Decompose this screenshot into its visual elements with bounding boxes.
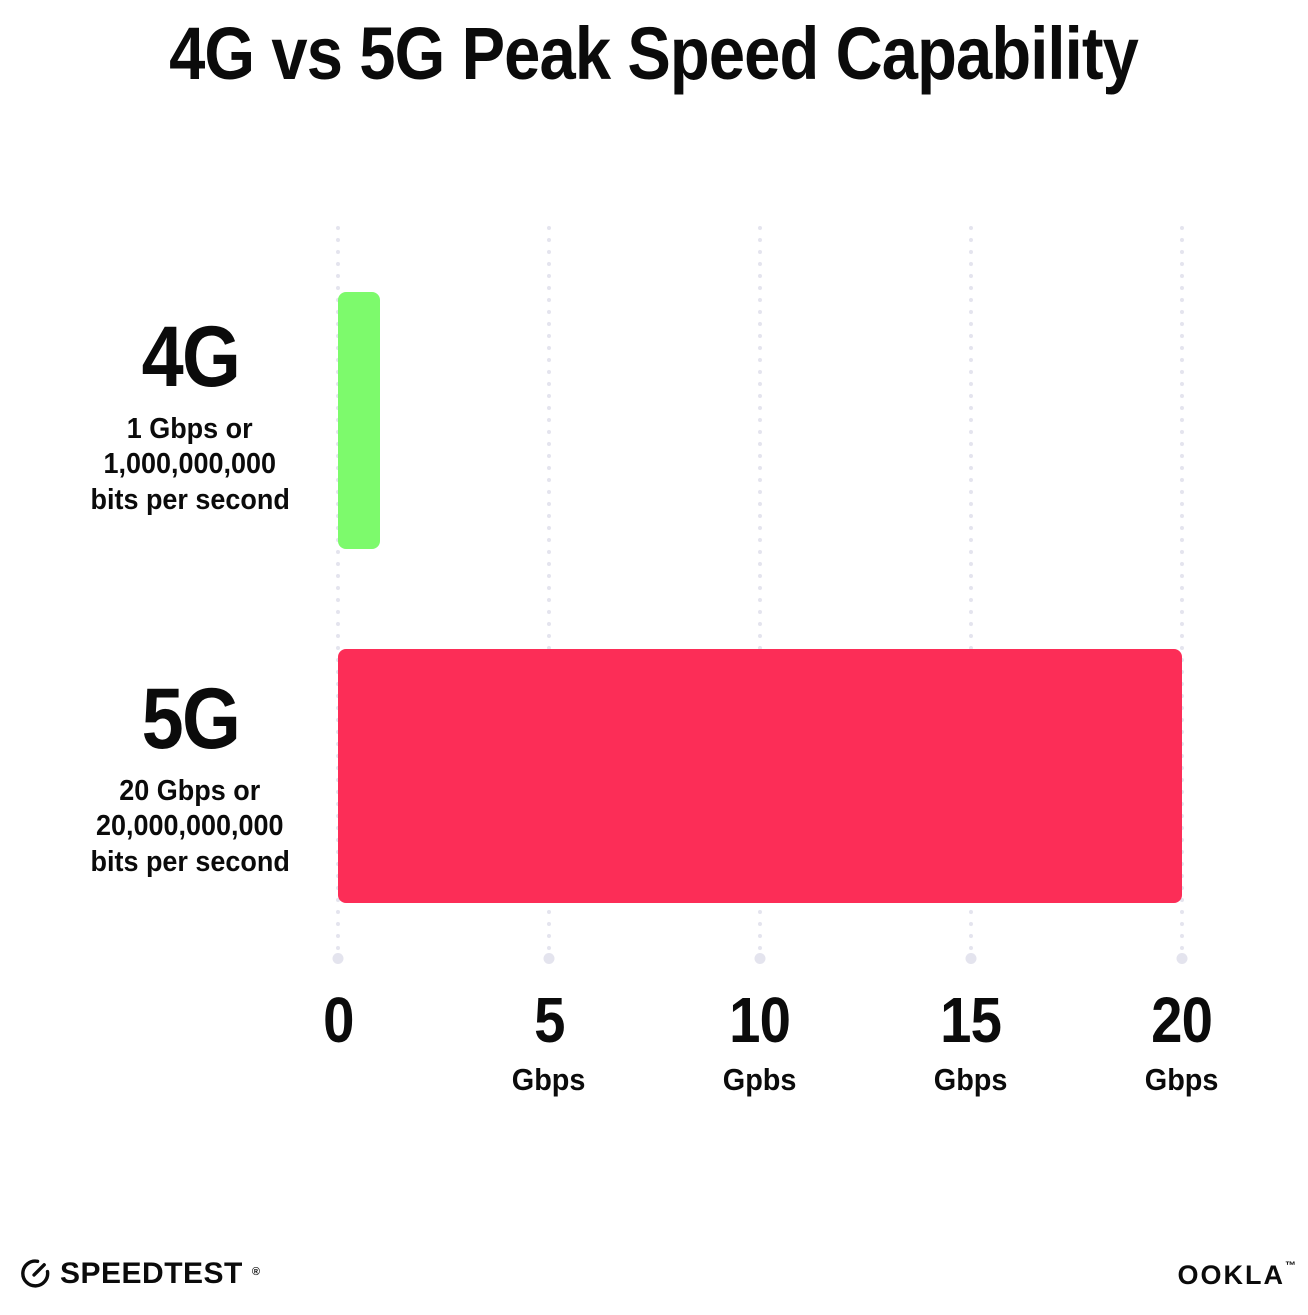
row-label-5g-desc-line3: bits per second [90,845,290,878]
row-label-5g-name: 5G [141,671,240,767]
row-label-5g-desc: 20 Gbps or 20,000,000,000 bits per secon… [40,774,340,880]
x-tick-0: 0 [228,988,448,1095]
gridline-10 [758,222,762,952]
x-tick-10-value: 10 [729,984,792,1056]
chart-title: 4G vs 5G Peak Speed Capability [0,10,1308,99]
bar-5g [338,649,1182,903]
gridline-0 [336,222,340,952]
row-label-4g-desc: 1 Gbps or 1,000,000,000 bits per second [40,412,340,518]
speedtest-gauge-icon [20,1258,51,1289]
x-tick-5: 5 Gbps [439,988,659,1095]
gridline-5 [547,222,551,952]
gridline-15 [969,222,973,952]
ookla-logo: OOKLA ™ [1177,1260,1297,1290]
x-tick-15: 15 Gbps [861,988,1081,1095]
chart-title-text: 4G vs 5G Peak Speed Capability [169,12,1140,95]
speedtest-logo-text: SPEEDTEST [60,1256,243,1290]
x-tick-5-value: 5 [533,984,565,1056]
bar-4g [338,292,380,549]
row-label-4g-desc-line1: 1 Gbps or [127,413,253,445]
row-label-5g-desc-line2: 20,000,000,000 [96,810,284,843]
speedtest-trademark-symbol: ® [251,1265,260,1278]
x-tick-20: 20 Gbps [1072,988,1292,1095]
x-tick-5-unit: Gbps [512,1062,586,1097]
x-tick-15-unit: Gbps [934,1062,1008,1097]
row-label-5g: 5G 20 Gbps or 20,000,000,000 bits per se… [40,676,340,880]
ookla-logo-text: OOKLA [1177,1260,1285,1290]
x-tick-10-unit: Gpbs [723,1062,797,1097]
row-label-4g-desc-line3: bits per second [90,483,290,516]
row-label-4g-name: 4G [141,309,240,405]
row-label-5g-desc-line1: 20 Gbps or [119,775,261,807]
x-tick-15-value: 15 [940,984,1003,1056]
speedtest-logo: SPEEDTEST ® [20,1258,260,1289]
x-tick-20-value: 20 [1151,984,1214,1056]
x-tick-10: 10 Gpbs [650,988,870,1095]
row-label-4g-desc-line2: 1,000,000,000 [103,448,277,481]
gridline-20 [1180,222,1184,952]
x-tick-20-unit: Gbps [1145,1062,1219,1097]
ookla-trademark-symbol: ™ [1285,1260,1296,1272]
x-tick-0-value: 0 [322,984,354,1056]
row-label-4g: 4G 1 Gbps or 1,000,000,000 bits per seco… [40,314,340,518]
